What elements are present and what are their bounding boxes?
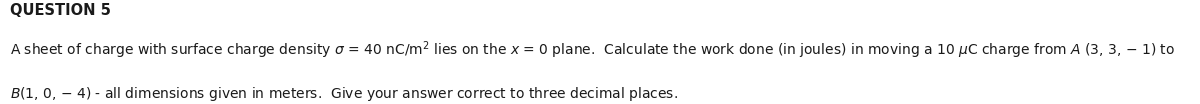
Text: $B$(1, 0, $-$ 4) - all dimensions given in meters.  Give your answer correct to : $B$(1, 0, $-$ 4) - all dimensions given … [10, 85, 678, 103]
Text: A sheet of charge with surface charge density $\sigma$ = 40 nC/m$^2$ lies on the: A sheet of charge with surface charge de… [10, 40, 1175, 61]
Text: QUESTION 5: QUESTION 5 [10, 3, 110, 18]
